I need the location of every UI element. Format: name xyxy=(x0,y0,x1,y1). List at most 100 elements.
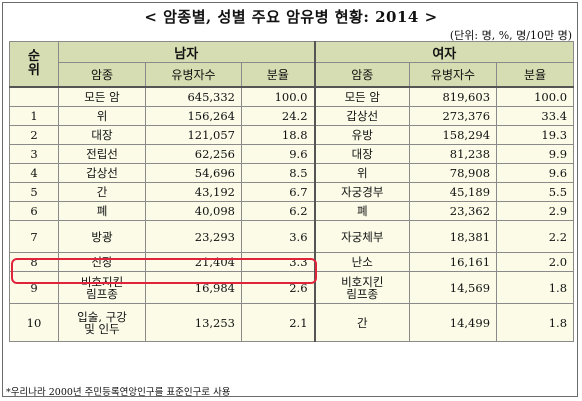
female-cancer-cell: 간 xyxy=(313,303,411,342)
female-share-cell: 1.8 xyxy=(496,271,575,304)
rank-cell: 9 xyxy=(9,271,59,304)
female-share-cell: 2.0 xyxy=(496,252,575,272)
male-count-cell: 156,264 xyxy=(145,106,242,126)
table-row: 모든 암 645,332 100.0 모든 암 819,603 100.0 xyxy=(9,86,575,107)
female-count-cell: 78,908 xyxy=(409,163,498,183)
rank-cell: 1 xyxy=(9,106,59,126)
footnote: *우리나라 2000년 주민등록연앙인구를 표준인구로 사용 xyxy=(6,387,231,398)
male-count-cell: 13,253 xyxy=(145,303,242,342)
female-count-cell: 81,238 xyxy=(409,144,498,164)
male-share-cell: 18.8 xyxy=(240,125,316,145)
table-frame xyxy=(2,2,578,397)
female-cancer-cell: 대장 xyxy=(313,144,411,164)
female-share-cell: 19.3 xyxy=(496,125,575,145)
male-count-cell: 23,293 xyxy=(145,220,242,253)
bladder-row-highlight xyxy=(11,258,317,284)
male-cancer-cell: 위 xyxy=(58,106,146,126)
male-count-cell: 121,057 xyxy=(145,125,242,145)
male-cancer-line1: 비호지킨 xyxy=(80,274,124,289)
male-cancer-cell: 간 xyxy=(58,182,146,202)
female-count-cell: 273,376 xyxy=(409,106,498,126)
female-cancer-cell: 자궁경부 xyxy=(313,182,411,202)
table-row: 9 비호지킨 림프종 16,984 2.6 비호지킨 림프종 14,569 1.… xyxy=(9,271,575,304)
female-cancer-cell: 갑상선 xyxy=(313,106,411,126)
rank-cell: 10 xyxy=(9,303,59,342)
female-share-cell: 9.6 xyxy=(496,163,575,183)
female-share-cell: 5.5 xyxy=(496,182,575,202)
male-share-cell: 9.6 xyxy=(240,144,316,164)
female-patients-header: 유병자수 xyxy=(409,62,498,88)
female-share-cell: 33.4 xyxy=(496,106,575,126)
male-cancer-cell: 입술, 구강 및 인두 xyxy=(58,303,146,342)
female-share-cell: 2.2 xyxy=(496,220,575,253)
table-row: 4 갑상선 54,696 8.5 위 78,908 9.6 xyxy=(9,163,575,183)
table-row: 5 간 43,192 6.7 자궁경부 45,189 5.5 xyxy=(9,182,575,202)
rank-cell: 6 xyxy=(9,201,59,221)
female-cancer-cell: 비호지킨 림프종 xyxy=(313,271,411,304)
unit-note: (단위: 명, %, 명/10만 명) xyxy=(449,29,572,42)
male-cancer-cell: 비호지킨 림프종 xyxy=(58,271,146,304)
male-cancer-header: 암종 xyxy=(58,62,146,88)
female-cancer-cell: 위 xyxy=(313,163,411,183)
table-title: < 암종별, 성별 주요 암유병 현황: 2014 > xyxy=(144,8,438,26)
male-cancer-cell: 전립선 xyxy=(58,144,146,164)
female-cancer-cell: 모든 암 xyxy=(313,86,411,107)
female-count-cell: 23,362 xyxy=(409,201,498,221)
rank-cell: 7 xyxy=(9,220,59,253)
female-cancer-line2: 림프종 xyxy=(346,286,379,301)
male-share-cell: 6.2 xyxy=(240,201,316,221)
female-count-cell: 18,381 xyxy=(409,220,498,253)
male-cancer-cell: 갑상선 xyxy=(58,163,146,183)
female-share-cell: 1.8 xyxy=(496,303,575,342)
rank-cell: 5 xyxy=(9,182,59,202)
female-count-cell: 158,294 xyxy=(409,125,498,145)
female-count-cell: 45,189 xyxy=(409,182,498,202)
male-count-cell: 40,098 xyxy=(145,201,242,221)
female-cancer-line1: 비호지킨 xyxy=(341,274,384,289)
male-count-cell: 54,696 xyxy=(145,163,242,183)
rank-header: 순위 xyxy=(9,41,59,88)
cancer-prevalence-table: 순위 남자 여자 암종 유병자수 분율 암종 유병자수 분율 모든 암 645,… xyxy=(9,41,575,342)
rank-cell: 4 xyxy=(9,163,59,183)
male-count-cell: 43,192 xyxy=(145,182,242,202)
male-share-cell: 3.6 xyxy=(240,220,316,253)
rank-cell xyxy=(9,86,59,107)
rank-cell: 2 xyxy=(9,125,59,145)
female-cancer-cell: 유방 xyxy=(313,125,411,145)
male-cancer-line1: 입술, 구강 xyxy=(77,309,127,324)
female-share-cell: 100.0 xyxy=(496,86,575,107)
table-row: 7 방광 23,293 3.6 자궁체부 18,381 2.2 xyxy=(9,220,575,253)
female-count-cell: 16,161 xyxy=(409,252,498,272)
female-share-header: 분율 xyxy=(496,62,575,88)
female-cancer-cell: 자궁체부 xyxy=(313,220,411,253)
male-cancer-line2: 및 인두 xyxy=(84,321,120,336)
male-share-cell: 8.5 xyxy=(240,163,316,183)
male-patients-header: 유병자수 xyxy=(145,62,242,88)
male-share-cell: 6.7 xyxy=(240,182,316,202)
table-row: 2 대장 121,057 18.8 유방 158,294 19.3 xyxy=(9,125,575,145)
female-header: 여자 xyxy=(313,41,575,63)
male-share-cell: 24.2 xyxy=(240,106,316,126)
table-row: 3 전립선 62,256 9.6 대장 81,238 9.9 xyxy=(9,144,575,164)
female-share-cell: 2.9 xyxy=(496,201,575,221)
male-count-cell: 21,404 xyxy=(145,252,242,272)
male-header: 남자 xyxy=(57,41,316,63)
male-cancer-cell: 대장 xyxy=(58,125,146,145)
female-cancer-cell: 난소 xyxy=(313,252,411,272)
table-row: 10 입술, 구강 및 인두 13,253 2.1 간 14,499 1.8 xyxy=(9,303,575,342)
table-row: 6 폐 40,098 6.2 폐 23,362 2.9 xyxy=(9,201,575,221)
female-cancer-cell: 폐 xyxy=(313,201,411,221)
male-count-cell: 645,332 xyxy=(145,86,242,107)
male-share-cell: 100.0 xyxy=(240,86,316,107)
male-cancer-line2: 림프종 xyxy=(86,286,118,301)
female-count-cell: 14,499 xyxy=(409,303,498,342)
male-share-cell: 2.1 xyxy=(240,303,316,342)
male-cancer-cell: 폐 xyxy=(58,201,146,221)
female-count-cell: 819,603 xyxy=(409,86,498,107)
female-share-cell: 9.9 xyxy=(496,144,575,164)
female-count-cell: 14,569 xyxy=(409,271,498,304)
male-count-cell: 62,256 xyxy=(145,144,242,164)
male-cancer-cell: 모든 암 xyxy=(58,86,146,107)
table-row: 1 위 156,264 24.2 갑상선 273,376 33.4 xyxy=(9,106,575,126)
male-cancer-cell: 방광 xyxy=(58,220,146,253)
